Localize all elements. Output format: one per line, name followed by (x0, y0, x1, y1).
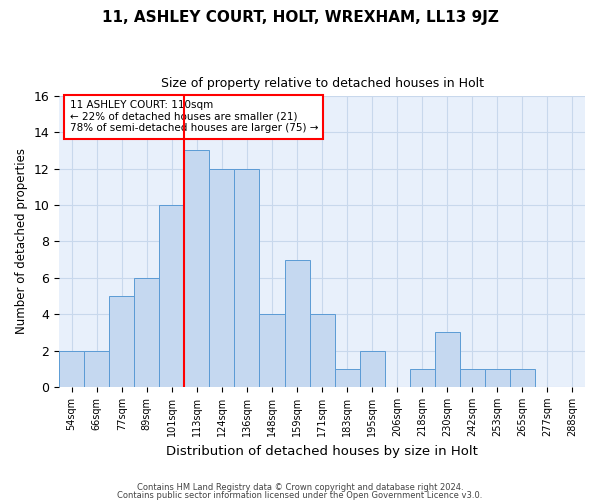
Text: Contains HM Land Registry data © Crown copyright and database right 2024.: Contains HM Land Registry data © Crown c… (137, 484, 463, 492)
Bar (134, 278, 160, 387)
Bar (335, 368, 359, 387)
Bar (209, 168, 235, 387)
Bar (160, 205, 184, 387)
Bar (510, 368, 535, 387)
Text: Contains public sector information licensed under the Open Government Licence v3: Contains public sector information licen… (118, 490, 482, 500)
Text: 11, ASHLEY COURT, HOLT, WREXHAM, LL13 9JZ: 11, ASHLEY COURT, HOLT, WREXHAM, LL13 9J… (101, 10, 499, 25)
X-axis label: Distribution of detached houses by size in Holt: Distribution of detached houses by size … (166, 444, 478, 458)
Bar (485, 368, 510, 387)
Bar (410, 368, 435, 387)
Bar (59, 350, 84, 387)
Y-axis label: Number of detached properties: Number of detached properties (15, 148, 28, 334)
Text: 11 ASHLEY COURT: 110sqm
← 22% of detached houses are smaller (21)
78% of semi-de: 11 ASHLEY COURT: 110sqm ← 22% of detache… (70, 100, 318, 134)
Bar (310, 314, 335, 387)
Bar (284, 260, 310, 387)
Bar (235, 168, 259, 387)
Title: Size of property relative to detached houses in Holt: Size of property relative to detached ho… (161, 78, 484, 90)
Bar (259, 314, 284, 387)
Bar (84, 350, 109, 387)
Bar (184, 150, 209, 387)
Bar (460, 368, 485, 387)
Bar (435, 332, 460, 387)
Bar (359, 350, 385, 387)
Bar (109, 296, 134, 387)
